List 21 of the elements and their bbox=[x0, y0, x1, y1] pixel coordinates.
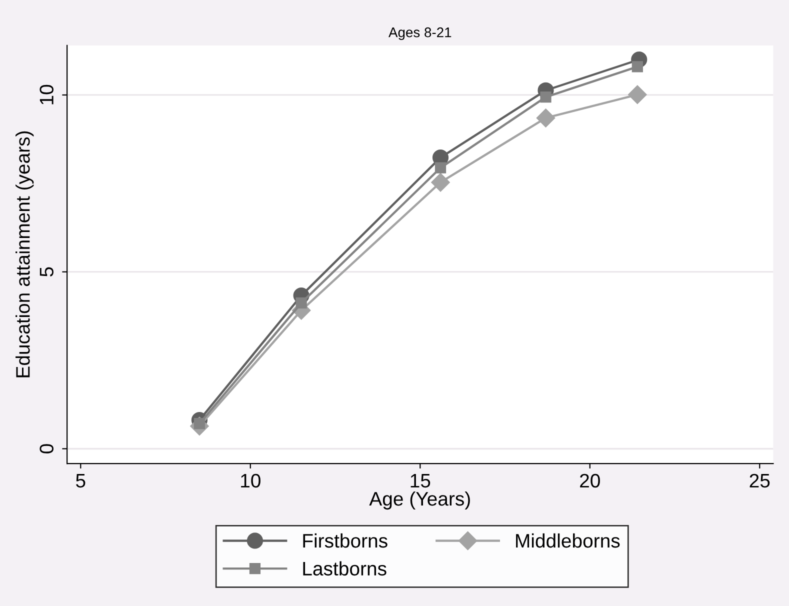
point bbox=[540, 92, 552, 103]
y-tick-label: 10 bbox=[40, 84, 54, 104]
y-tick-label: 5 bbox=[40, 267, 54, 276]
point bbox=[434, 162, 446, 174]
x-tick-label: 10 bbox=[241, 474, 260, 488]
y-axis-title: Education attainment (years) bbox=[16, 131, 34, 378]
legend-label: Firstborns bbox=[303, 533, 388, 548]
chart-title: Ages 8-21 bbox=[388, 27, 452, 40]
x-tick-label: 20 bbox=[580, 474, 600, 488]
point bbox=[628, 85, 647, 104]
x-tick-label: 25 bbox=[750, 474, 770, 488]
x-tick-label: 5 bbox=[76, 474, 86, 488]
point bbox=[632, 61, 643, 72]
legend-label: Middleborns bbox=[516, 533, 620, 548]
legend-label: Lastborns bbox=[303, 561, 386, 576]
point bbox=[296, 297, 307, 309]
point bbox=[431, 173, 450, 192]
x-tick-label: 15 bbox=[410, 474, 430, 488]
point bbox=[536, 108, 556, 128]
y-tick-label: 0 bbox=[40, 444, 54, 454]
x-axis-title: Age (Years) bbox=[369, 491, 470, 510]
